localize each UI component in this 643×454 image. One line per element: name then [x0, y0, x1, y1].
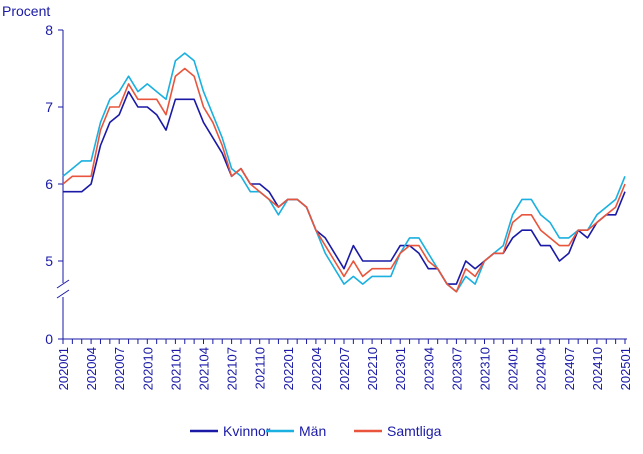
y-axis-label: Procent [2, 3, 50, 19]
x-tick-label: 202204 [309, 347, 324, 390]
y-tick-label: 5 [45, 253, 53, 269]
x-tick-label: 202110 [253, 347, 268, 389]
x-tick-label: 202401 [506, 347, 521, 390]
x-tick-label: 202407 [562, 347, 577, 390]
series-lines [62, 52, 626, 293]
axis-break-mark [56, 289, 70, 299]
x-tick-label: 202107 [225, 347, 240, 390]
x-tick-label: 202004 [84, 347, 99, 390]
series-line-samtliga [62, 67, 626, 293]
x-tick-label: 202104 [197, 347, 212, 390]
x-tick-label: 202410 [590, 347, 605, 390]
x-tick-label: 202310 [478, 347, 493, 390]
series-line-kvinnor [63, 90, 626, 285]
x-tick-label: 202001 [56, 347, 71, 390]
x-tick-label: 202501 [618, 347, 633, 390]
legend: Kvinnor Män Samtliga [190, 423, 442, 439]
x-tick-label: 202007 [112, 347, 127, 390]
axis-break-mark [56, 279, 70, 289]
y-tick-label: 7 [45, 99, 53, 115]
x-tick-label: 202101 [168, 347, 183, 390]
legend-label: Män [299, 423, 326, 439]
y-tick-label: 0 [45, 331, 53, 347]
x-tick-label: 202010 [140, 347, 155, 390]
x-tick-label: 202207 [337, 347, 352, 390]
series-line-män [62, 52, 626, 293]
x-tick-label: 202201 [281, 347, 296, 390]
y-tick-label: 6 [45, 176, 53, 192]
legend-label: Samtliga [387, 423, 442, 439]
y-tick-label: 8 [45, 22, 53, 38]
x-tick-label: 202307 [449, 347, 464, 390]
x-tick-label: 202301 [393, 347, 408, 390]
x-tick-label: 202404 [534, 347, 549, 390]
x-tick-label: 202210 [365, 347, 380, 390]
legend-label: Kvinnor [223, 423, 271, 439]
x-tick-label: 202304 [421, 347, 436, 390]
axes: 0 5 6 7 8 202001 202004 202007 202010 202101 20210… [45, 22, 633, 390]
